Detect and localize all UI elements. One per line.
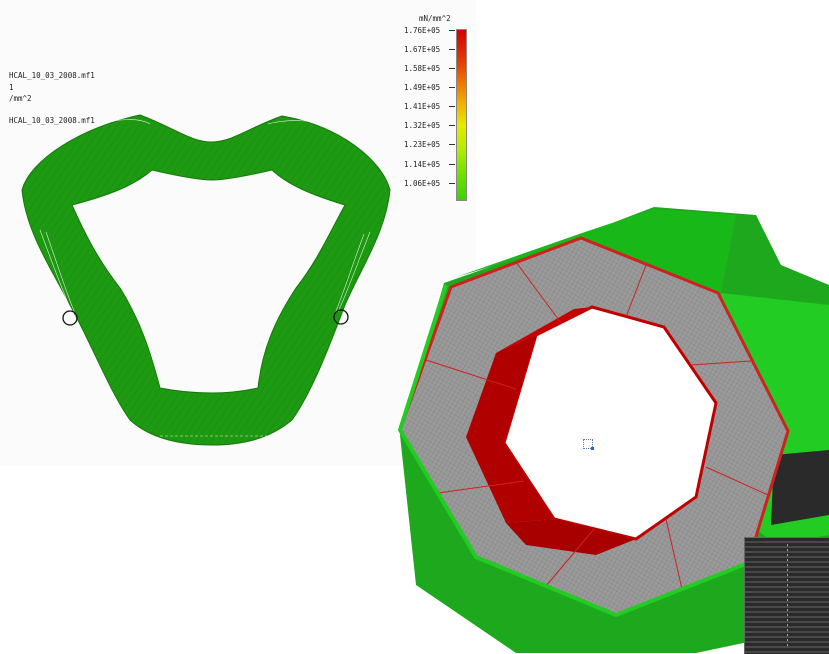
legend-tick	[449, 49, 455, 50]
legend-label: 1.67E+05	[404, 45, 441, 54]
ring-outer-body	[21, 114, 391, 446]
legend-tick	[449, 125, 455, 126]
legend-label: 1.32E+05	[404, 121, 441, 130]
legend-label: 1.49E+05	[404, 83, 441, 92]
inner-wall-top	[496, 307, 592, 353]
front-edge-strip	[397, 284, 749, 618]
load-case: 1	[9, 83, 14, 92]
inner-wall-bottom	[506, 519, 636, 555]
photo-seam-line	[787, 544, 788, 649]
units-label: /mm^2	[9, 94, 32, 103]
marker-circle-right	[333, 309, 349, 325]
model-filename-2: HCAL_10_03_2008.mf1	[9, 116, 95, 125]
hcal-3d-model	[397, 207, 829, 653]
legend-label: 1.06E+05	[404, 179, 441, 188]
legend-label: 1.76E+05	[404, 26, 441, 35]
legend-tick	[449, 87, 455, 88]
legend-tick	[449, 183, 455, 184]
legend-unit: mN/mm^2	[419, 14, 451, 23]
segment-lines	[425, 261, 769, 590]
deformed-ring-shape	[21, 114, 391, 446]
inner-opening	[502, 305, 718, 541]
legend-tick	[449, 30, 455, 31]
outer-shell-right-dark	[771, 450, 829, 525]
legend-tick	[449, 106, 455, 107]
photo-inset	[744, 537, 829, 654]
legend-label: 1.23E+05	[404, 140, 441, 149]
legend-tick	[449, 164, 455, 165]
color-scale-bar	[456, 29, 467, 201]
ring-edge-lines	[39, 119, 371, 437]
legend-label: 1.41E+05	[404, 102, 441, 111]
legend-label: 1.14E+05	[404, 160, 441, 169]
legend-label: 1.58E+05	[404, 64, 441, 73]
selection-marker-icon	[583, 439, 594, 450]
marker-circle-left	[62, 310, 78, 326]
legend-tick	[449, 68, 455, 69]
inner-wall-left	[466, 335, 554, 523]
model-filename: HCAL_10_03_2008.mf1	[9, 71, 95, 80]
legend-tick	[449, 144, 455, 145]
